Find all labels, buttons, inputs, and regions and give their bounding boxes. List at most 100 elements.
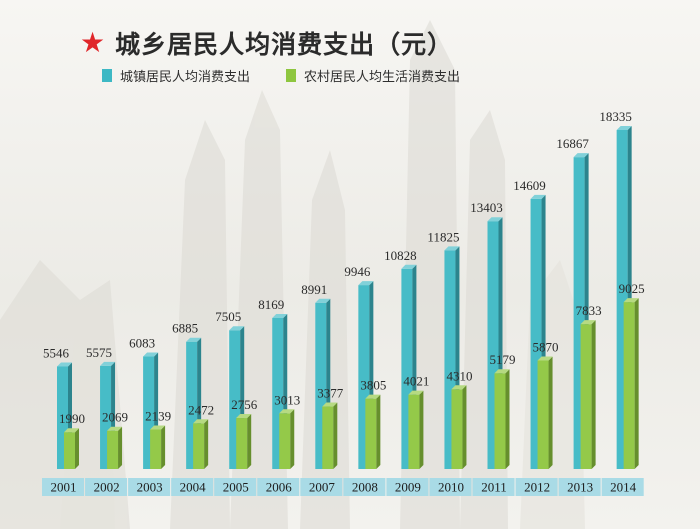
x-axis-cell — [85, 478, 128, 496]
data-label: 5870 — [533, 339, 559, 354]
x-axis: 2001 2002 2003 2004 2005 2006 2007 2008 2009 2010… — [42, 478, 644, 496]
bar-front — [57, 366, 68, 469]
bar-top — [401, 264, 417, 269]
x-tick-label: 2012 — [524, 480, 550, 495]
data-label: 8169 — [258, 297, 284, 312]
bar-side — [376, 394, 381, 469]
bar — [365, 394, 381, 469]
bar-side — [75, 428, 79, 469]
bar-front — [64, 432, 75, 469]
x-tick-label: 2003 — [137, 480, 163, 495]
bar-top — [279, 409, 295, 414]
x-tick-label: 2007 — [309, 480, 336, 495]
data-label: 2139 — [145, 408, 171, 423]
bar-front — [487, 221, 499, 469]
bar — [451, 385, 467, 469]
x-axis-cell — [300, 478, 343, 496]
x-tick-label: 2005 — [223, 480, 249, 495]
data-label: 9025 — [619, 281, 645, 296]
bar — [580, 320, 596, 469]
bar-top — [616, 126, 632, 130]
bar-front — [322, 406, 334, 469]
bar-top — [57, 362, 72, 367]
bar-top — [580, 320, 596, 325]
bar-front — [580, 324, 592, 469]
bar-top — [272, 313, 288, 318]
bar — [150, 425, 166, 469]
x-axis-cell — [386, 478, 429, 496]
data-label: 13403 — [470, 200, 503, 215]
bar — [236, 414, 252, 469]
series-1: 1990 2069 2139 2472 2756 3013 3377 3805 4021 4310… — [59, 281, 645, 469]
bar-top — [100, 361, 116, 366]
data-label: 6083 — [129, 336, 155, 351]
data-label: 5179 — [490, 352, 516, 367]
data-label: 14609 — [513, 178, 546, 193]
bar-side — [333, 402, 338, 469]
bar-top — [150, 425, 166, 430]
bar-top — [573, 153, 589, 158]
data-label: 2472 — [188, 402, 214, 417]
legend-swatch-rural — [286, 69, 297, 82]
bar-side — [591, 320, 596, 469]
data-label: 7833 — [576, 303, 602, 318]
bar-side — [462, 385, 467, 469]
data-label: 8991 — [301, 282, 327, 297]
bar-front — [100, 365, 112, 469]
x-axis-cell — [214, 478, 257, 496]
bar-side — [290, 409, 295, 469]
x-axis-cell — [128, 478, 171, 496]
bar-side — [505, 369, 510, 469]
bar-top — [315, 298, 331, 303]
bar-top — [236, 414, 252, 419]
bar-side — [161, 425, 166, 469]
bar — [193, 419, 209, 469]
bar-side — [419, 390, 424, 469]
bar-front — [150, 429, 162, 469]
x-axis-cell — [42, 478, 85, 496]
data-label: 3013 — [274, 392, 300, 407]
x-axis-cell — [515, 478, 558, 496]
chart-title-text: 城乡居民人均消费支出（元） — [115, 30, 454, 59]
x-tick-label: 2006 — [266, 480, 293, 495]
data-label: 5575 — [86, 345, 112, 360]
data-label: 7505 — [215, 309, 241, 324]
bar-side — [548, 356, 553, 469]
bar — [107, 426, 123, 469]
x-axis-cell — [601, 478, 644, 496]
x-tick-label: 2014 — [610, 480, 637, 495]
legend: 城镇居民人均消费支出 农村居民人均生活消费支出 — [102, 66, 496, 85]
bar-top — [444, 246, 460, 251]
bar-top — [530, 194, 546, 199]
bar — [279, 409, 295, 469]
bar-top — [451, 385, 467, 390]
x-tick-label: 2002 — [94, 480, 120, 495]
data-label: 4310 — [446, 368, 472, 383]
bar — [322, 402, 338, 469]
data-label: 11825 — [427, 229, 459, 244]
bar-front — [494, 373, 506, 469]
bar-front — [315, 302, 327, 469]
x-axis-cell — [429, 478, 472, 496]
data-label: 5546 — [43, 345, 70, 360]
legend-label-urban: 城镇居民人均消费支出 — [120, 70, 251, 85]
bar-top — [64, 428, 79, 433]
bar-front — [530, 198, 542, 469]
bar-side — [634, 298, 639, 469]
x-tick-label: 2013 — [567, 480, 593, 495]
bar-top — [537, 356, 553, 361]
data-label: 1990 — [59, 411, 85, 426]
data-label: 2069 — [102, 410, 128, 425]
x-axis-cell — [558, 478, 601, 496]
x-tick-label: 2001 — [51, 480, 77, 495]
x-tick-label: 2009 — [395, 480, 421, 495]
x-axis-cell — [171, 478, 214, 496]
bar-top — [322, 402, 338, 407]
data-label: 3377 — [317, 386, 344, 401]
bar — [64, 428, 79, 469]
bar-top — [107, 426, 123, 431]
bar-front — [193, 423, 205, 469]
legend-item-rural: 农村居民人均生活消费支出 — [286, 66, 460, 85]
bar-top — [143, 352, 159, 357]
